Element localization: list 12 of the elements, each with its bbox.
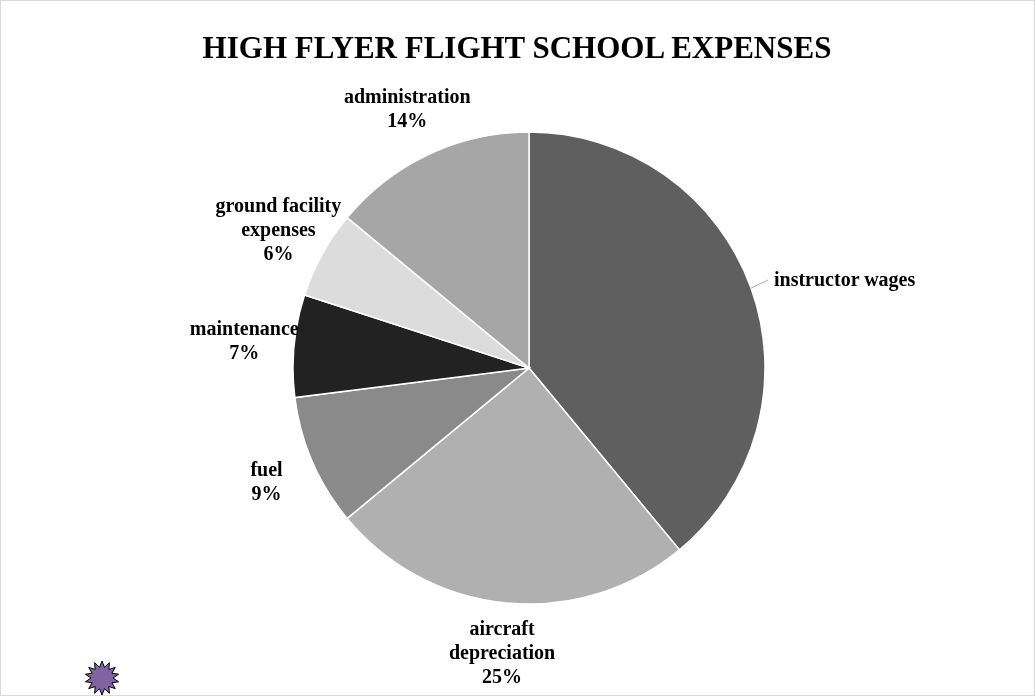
slice-label: administration — [343, 85, 471, 108]
slice-label: instructor wages — [773, 268, 916, 292]
chart-title: HIGH FLYER FLIGHT SCHOOL EXPENSES — [202, 30, 832, 65]
data-label: 6% — [263, 242, 294, 265]
data-label: 25% — [482, 664, 523, 687]
data-label: 14% — [387, 109, 428, 132]
data-label: 7% — [229, 341, 260, 364]
slice-label: fuel — [250, 457, 284, 480]
slice-label: aircraft depreciation — [448, 616, 556, 664]
slice-label: maintenance — [189, 317, 299, 340]
slice-label: ground facility expenses — [215, 194, 342, 242]
data-label: 9% — [251, 481, 282, 504]
